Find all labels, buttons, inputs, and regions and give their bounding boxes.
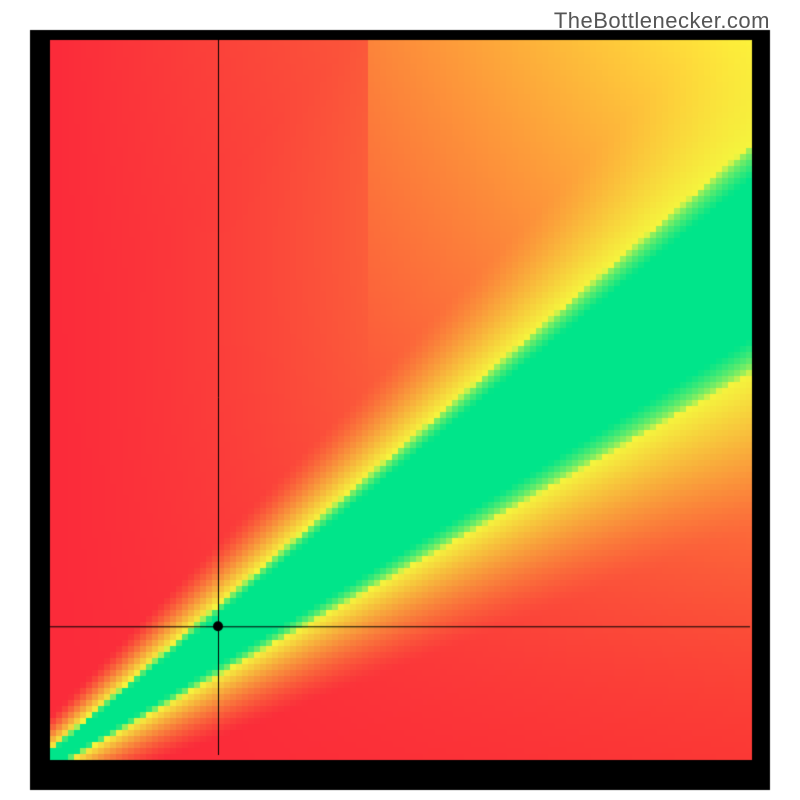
- chart-container: TheBottlenecker.com: [0, 0, 800, 800]
- bottleneck-heatmap: [0, 0, 800, 800]
- watermark-text: TheBottlenecker.com: [554, 8, 770, 34]
